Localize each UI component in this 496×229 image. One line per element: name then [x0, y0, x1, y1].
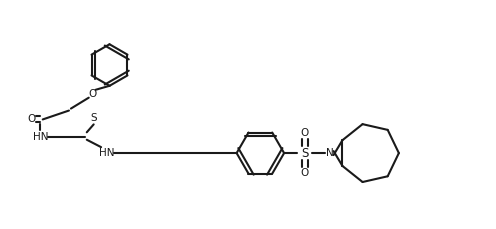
Text: S: S — [301, 147, 309, 160]
Text: O: O — [301, 168, 309, 178]
Text: HN: HN — [99, 148, 115, 158]
Text: O: O — [301, 128, 309, 138]
Text: S: S — [90, 113, 97, 123]
Text: HN: HN — [33, 132, 48, 142]
Text: N: N — [326, 148, 333, 158]
Text: O: O — [88, 89, 96, 99]
Text: O: O — [27, 114, 36, 124]
